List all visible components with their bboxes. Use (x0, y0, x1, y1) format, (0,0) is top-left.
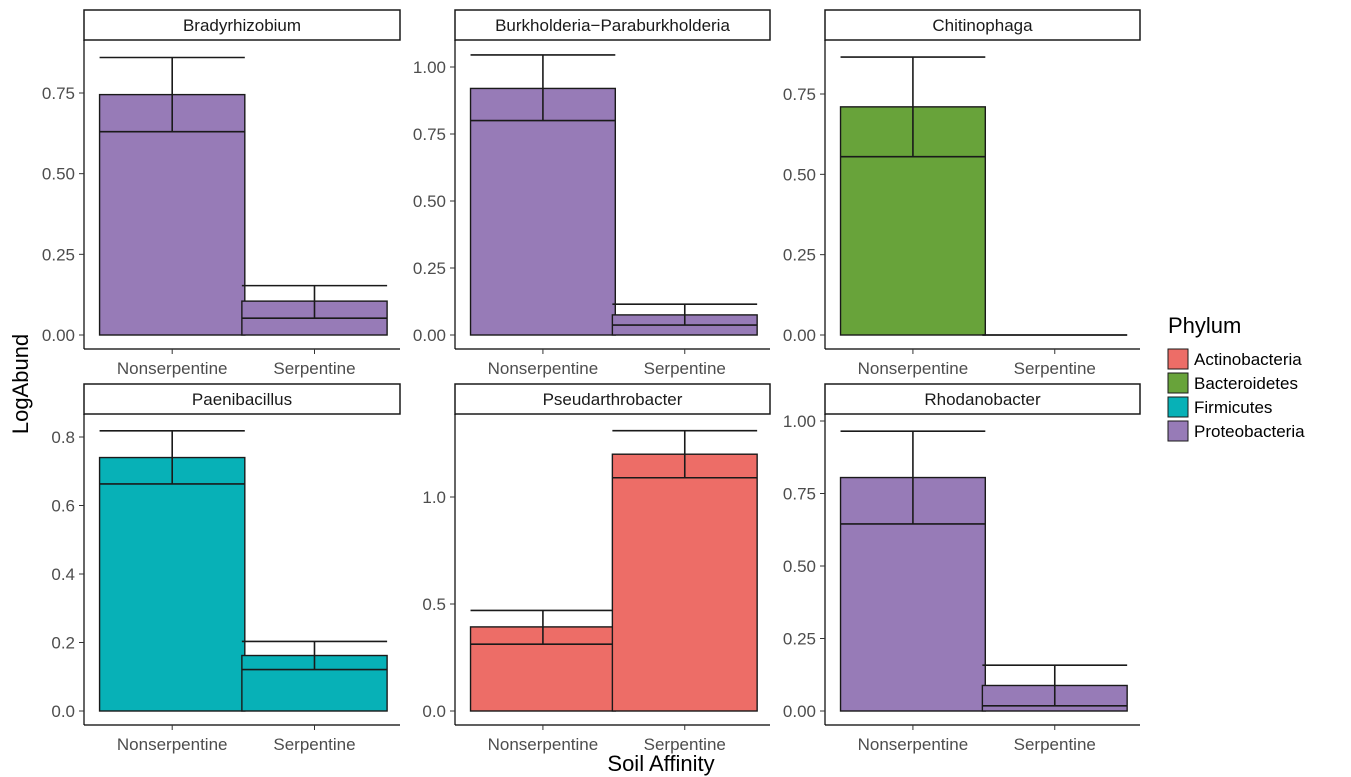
panel-pseudarthrobacter: Pseudarthrobacter 0.0 0.5 1.0 Nonserpentine S… (422, 383, 771, 754)
legend: Phylum Actinobacteria Bacteroidetes Firmic… (1167, 313, 1305, 442)
x-tick-label: Serpentine (644, 359, 726, 378)
panel-paenibacillus: Paenibacillus 0.0 0.2 0.4 0.6 0.8 Nonserpentin… (51, 383, 401, 754)
legend-label: Bacteroidetes (1194, 374, 1298, 393)
panel-title: Paenibacillus (192, 390, 292, 409)
legend-label: Firmicutes (1194, 398, 1272, 417)
y-tick-label: 0.25 (783, 630, 816, 649)
y-tick-label: 0.00 (413, 326, 446, 345)
y-tick-label: 1.00 (783, 412, 816, 431)
legend-item: Proteobacteria (1167, 420, 1305, 442)
y-tick-label: 0.50 (783, 557, 816, 576)
legend-swatch (1167, 348, 1189, 370)
y-tick-label: 0.6 (51, 497, 75, 516)
bar (98, 93, 246, 336)
y-tick-label: 0.75 (413, 125, 446, 144)
x-tick-label: Serpentine (1014, 735, 1096, 754)
panel-strip (83, 9, 401, 41)
panel-rhodanobacter: Rhodanobacter 0.00 0.25 0.50 0.75 1.00 Nonserp… (783, 383, 1141, 754)
legend-items: Actinobacteria Bacteroidetes Firmicutes Pro… (1167, 348, 1305, 442)
legend-label: Proteobacteria (1194, 422, 1305, 441)
y-tick-label: 0.2 (51, 634, 75, 653)
legend-swatch (1167, 372, 1189, 394)
panel-bradyrhizobium: Bradyrhizobium 0.00 0.25 0.50 0.75 Nonserpent… (42, 9, 401, 378)
x-tick-label: Nonserpentine (858, 359, 969, 378)
panel-strip (454, 383, 771, 415)
y-tick-label: 0.5 (422, 595, 446, 614)
x-tick-label: Nonserpentine (117, 735, 228, 754)
y-tick-label: 0.00 (783, 326, 816, 345)
y-tick-label: 0.00 (42, 326, 75, 345)
x-tick-label: Nonserpentine (488, 735, 599, 754)
panel-title: Chitinophaga (932, 16, 1033, 35)
y-tick-label: 0.25 (42, 245, 75, 264)
x-tick-label: Nonserpentine (858, 735, 969, 754)
x-tick-label: Serpentine (273, 359, 355, 378)
x-axis-title: Soil Affinity (607, 751, 714, 776)
y-tick-label: 0.50 (783, 165, 816, 184)
y-tick-label: 0.00 (783, 702, 816, 721)
legend-title: Phylum (1168, 313, 1241, 338)
legend-label: Actinobacteria (1194, 350, 1302, 369)
panel-title: Rhodanobacter (924, 390, 1041, 409)
bar (611, 453, 758, 712)
y-axis-title: LogAbund (8, 334, 33, 434)
panel-strip (824, 9, 1141, 41)
legend-swatch (1167, 396, 1189, 418)
y-tick-label: 0.50 (413, 192, 446, 211)
y-tick-label: 0.50 (42, 165, 75, 184)
y-tick-label: 0.0 (51, 702, 75, 721)
legend-item: Bacteroidetes (1167, 372, 1298, 394)
panel-title: Pseudarthrobacter (543, 390, 683, 409)
panel-burkholderia-paraburkholderia: Burkholderia−Paraburkholderia 0.00 0.25 0.5… (413, 9, 771, 378)
y-tick-label: 0.75 (783, 85, 816, 104)
x-tick-label: Serpentine (273, 735, 355, 754)
panel-title: Bradyrhizobium (183, 16, 301, 35)
chart-panels: Bradyrhizobium 0.00 0.25 0.50 0.75 Nonserpent… (42, 9, 1141, 754)
legend-item: Firmicutes (1167, 396, 1272, 418)
bar (98, 456, 246, 712)
x-tick-label: Nonserpentine (488, 359, 599, 378)
y-tick-label: 0.75 (783, 485, 816, 504)
y-tick-label: 0.0 (422, 702, 446, 721)
panel-strip (824, 383, 1141, 415)
y-tick-label: 0.75 (42, 84, 75, 103)
bar (469, 87, 617, 336)
x-tick-label: Serpentine (644, 735, 726, 754)
x-tick-label: Serpentine (1014, 359, 1096, 378)
x-tick-label: Nonserpentine (117, 359, 228, 378)
panel-title: Burkholderia−Paraburkholderia (495, 16, 730, 35)
y-tick-label: 0.8 (51, 428, 75, 447)
panel-chitinophaga: Chitinophaga 0.00 0.25 0.50 0.75 Nonserpentin… (783, 9, 1141, 378)
y-tick-label: 0.25 (413, 259, 446, 278)
panel-strip (83, 383, 401, 415)
y-tick-label: 1.00 (413, 58, 446, 77)
legend-item: Actinobacteria (1167, 348, 1302, 370)
panel-strip (454, 9, 771, 41)
y-tick-label: 0.25 (783, 246, 816, 265)
y-tick-label: 0.4 (51, 565, 75, 584)
legend-swatch (1167, 420, 1189, 442)
y-tick-label: 1.0 (422, 488, 446, 507)
